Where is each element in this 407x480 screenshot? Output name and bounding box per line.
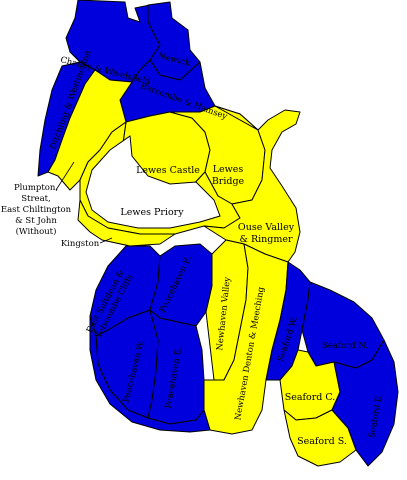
ward-kingston[interactable]	[77, 199, 176, 247]
plumpton-line-1: Plumpton,	[14, 183, 58, 193]
plumpton-line-4: & St John	[15, 216, 57, 226]
label-lewes-priory: Lewes Priory	[120, 207, 184, 218]
plumpton-line-2: Streat,	[21, 194, 51, 204]
label-lewes-castle: Lewes Castle	[136, 165, 200, 176]
kingston-leader	[99, 237, 113, 244]
ward-peacehaven-e-top[interactable]	[149, 243, 213, 327]
label-lewes-bridge: Lewes Bridge	[212, 164, 245, 187]
ouse-valley-line-2: & Ringmer	[239, 234, 292, 245]
unmapped-area	[85, 135, 221, 229]
label-kingston: Kingston	[61, 239, 100, 249]
plumpton-line-5: (Without)	[16, 226, 57, 237]
ward-plumpton-streat[interactable]	[47, 69, 133, 191]
label-ouse-valley: Ouse Valley & Ringmer	[238, 222, 295, 245]
ouse-valley-line-1: Ouse Valley	[238, 222, 295, 233]
ward-seaford-e[interactable]	[331, 339, 399, 467]
label-seaford-s: Seaford S.	[297, 436, 347, 447]
label-plumpton: Plumpton, Streat, East Chiltington & St …	[1, 183, 72, 237]
plumpton-line-3: East Chiltington	[1, 205, 72, 215]
lewes-bridge-line-2: Bridge	[212, 176, 245, 187]
ward-seaford-n[interactable]	[301, 281, 385, 369]
plumpton-leader	[55, 161, 75, 191]
ward-peacehaven-coast	[89, 315, 211, 433]
lewes-bridge-line-1: Lewes	[213, 164, 244, 175]
ward-ouse-valley-ringmer[interactable]	[203, 105, 301, 263]
label-seaford-n: Seaford N.	[322, 341, 368, 351]
label-seaford-c: Seaford C.	[285, 392, 336, 403]
